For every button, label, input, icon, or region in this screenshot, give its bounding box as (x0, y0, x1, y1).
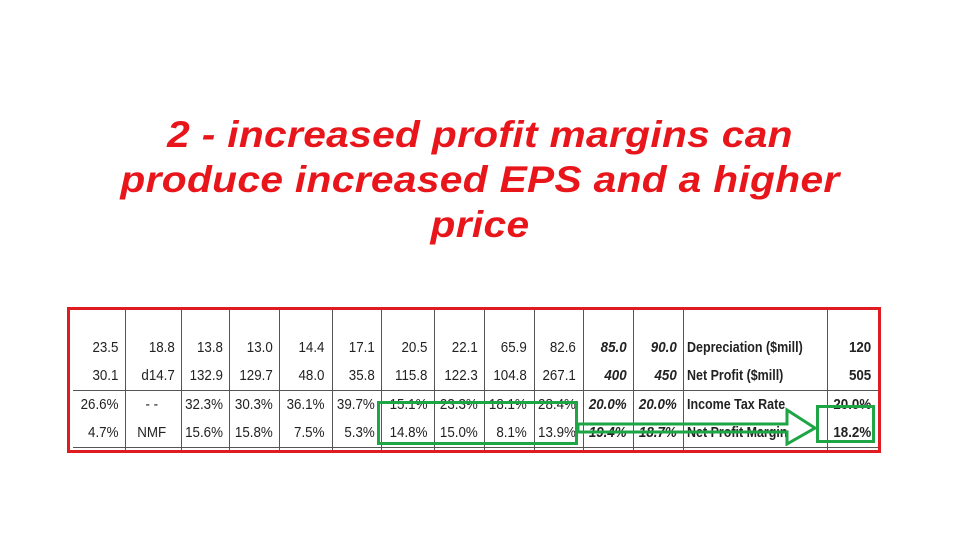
table-cell: 20.0% (635, 390, 682, 419)
table-cell-projection: 505 (828, 362, 876, 391)
table-excerpt-frame: 23.5 18.8 13.8 13.0 14.4 17.1 20.5 22.1 … (67, 307, 881, 453)
table-cell: 30.3% (231, 390, 278, 419)
table-cell: 82.6 (535, 334, 582, 362)
table-cell: 104.8 (485, 362, 533, 391)
table-cell: NMF (127, 419, 180, 448)
table-row-partial-bottom (73, 447, 878, 450)
table-cell: 132.9 (183, 362, 228, 391)
table-cell: 5.3% (333, 419, 380, 448)
row-label: Net Profit ($mill) (683, 362, 808, 391)
table-cell: 28.4% (535, 390, 582, 419)
table-row: 30.1 d14.7 132.9 129.7 48.0 35.8 115.8 1… (73, 362, 878, 391)
table-cell: 26.6% (75, 390, 124, 419)
row-label: Net Profit Margin (683, 419, 808, 448)
table-cell: 7.5% (281, 419, 330, 448)
table-cell: 30.1 (92, 368, 119, 384)
table-cell: 18.8 (127, 334, 180, 362)
table-cell: 90.0 (635, 334, 682, 362)
table-cell: 129.7 (231, 362, 278, 391)
table-cell: 14.4 (281, 334, 330, 362)
slide-title: 2 - increased profit margins can produce… (40, 112, 920, 247)
table-cell: 35.8 (333, 362, 380, 391)
table-cell: 39.7% (333, 390, 380, 419)
table-cell-projection: 20.0% (828, 390, 876, 419)
table-cell: 19.4% (584, 419, 632, 448)
table-cell: 4.7% (88, 425, 119, 441)
table-cell: 15.6% (183, 419, 228, 448)
table-cell: 48.0 (281, 362, 330, 391)
table-cell: 13.0 (231, 334, 278, 362)
table-cell: 36.1% (281, 390, 330, 419)
table-row: 26.6% - - 32.3% 30.3% 36.1% 39.7% 15.1% … (73, 390, 878, 419)
table-cell: 13.8 (183, 334, 228, 362)
table-row-partial-top (73, 310, 878, 334)
table-cell: 18.1% (485, 390, 533, 419)
title-line-2: produce increased EPS and a higher (120, 159, 840, 201)
table-cell: 85.0 (584, 334, 632, 362)
table-cell: 14.8% (383, 419, 433, 448)
table-cell: d14.7 (127, 362, 180, 391)
table-cell: 23.5 (92, 340, 119, 356)
table-cell: 450 (635, 362, 682, 391)
table-cell: 15.0% (436, 419, 483, 448)
table-cell: 32.3% (183, 390, 228, 419)
financial-table: 23.5 18.8 13.8 13.0 14.4 17.1 20.5 22.1 … (73, 310, 878, 450)
table-cell: 17.1 (333, 334, 380, 362)
table-cell: 20.0% (584, 390, 632, 419)
table-cell: 22.1 (436, 334, 483, 362)
table-cell-projection: 120 (828, 334, 876, 362)
table-cell: 115.8 (383, 362, 433, 391)
table-cell: 20.5 (383, 334, 433, 362)
table-cell: 65.9 (485, 334, 533, 362)
table-cell-projection: 18.2% (828, 419, 876, 448)
row-label: Income Tax Rate (683, 390, 808, 419)
title-line-3: price (430, 204, 530, 246)
table-cell: 13.9% (535, 419, 582, 448)
table-row: 4.7% NMF 15.6% 15.8% 7.5% 5.3% 14.8% 15.… (73, 419, 878, 448)
table-cell: 18.7% (635, 419, 682, 448)
table-cell: 122.3 (436, 362, 483, 391)
table-cell: 400 (584, 362, 632, 391)
table-cell: 15.1% (383, 390, 433, 419)
table-row: 23.5 18.8 13.8 13.0 14.4 17.1 20.5 22.1 … (73, 334, 878, 362)
table-cell: 267.1 (535, 362, 582, 391)
row-label: Depreciation ($mill) (683, 334, 808, 362)
table-cell: 8.1% (485, 419, 533, 448)
table-cell: - - (127, 390, 180, 419)
title-line-1: 2 - increased profit margins can (167, 114, 793, 155)
table-cell: 15.8% (231, 419, 278, 448)
table-cell: 23.3% (436, 390, 483, 419)
